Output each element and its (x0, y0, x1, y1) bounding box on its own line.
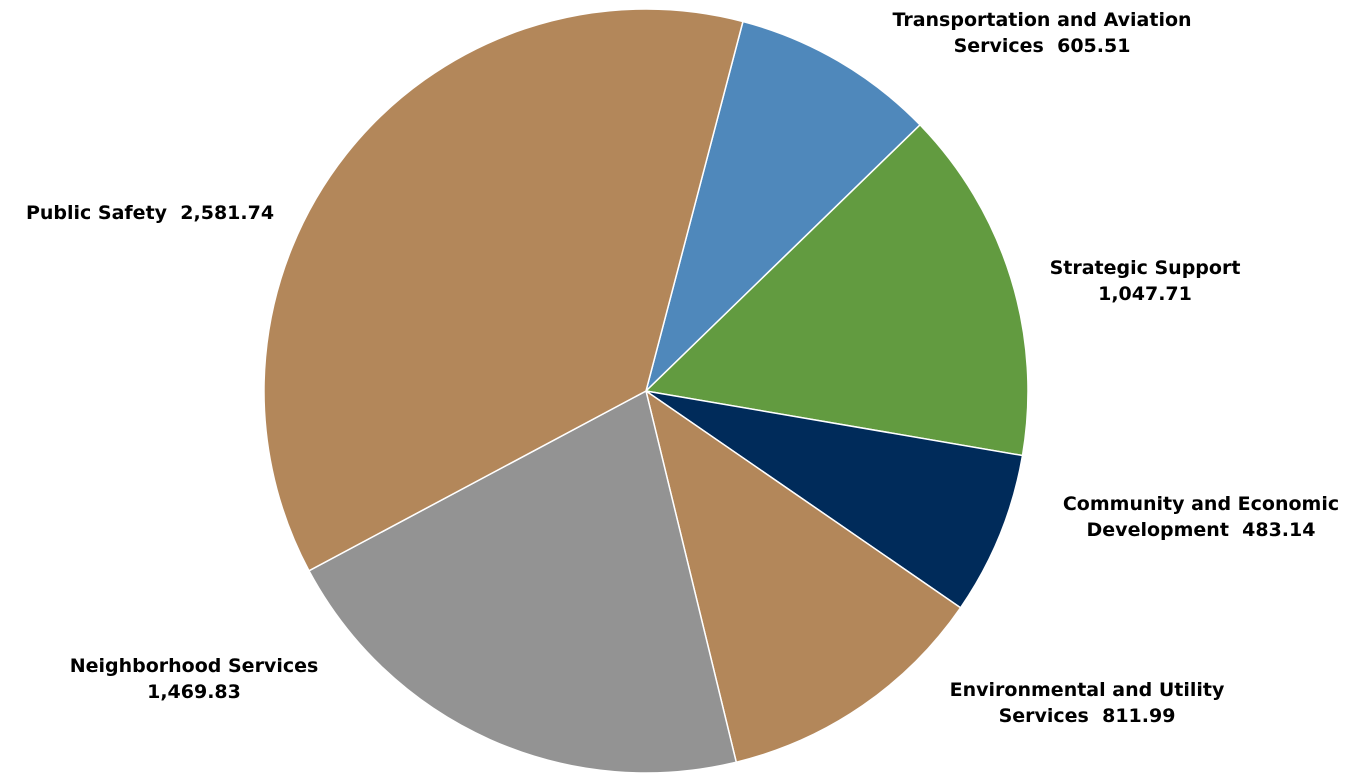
label-line2: Development 483.14 (1086, 519, 1316, 541)
pie-slice-environmental-and-utility (644, 389, 962, 764)
label-line2: Services 605.51 (953, 35, 1131, 57)
label-line1: Strategic Support (1049, 257, 1241, 279)
value-community: 483.14 (1242, 519, 1316, 541)
value-neighborhood: 1,469.83 (147, 681, 241, 703)
value-transportation: 605.51 (1057, 35, 1131, 57)
label-public-safety: Public Safety 2,581.74 (26, 200, 274, 226)
label-environmental-utility: Environmental and Utility Services 811.9… (950, 677, 1225, 729)
pie-slice-neighborhood-services (307, 389, 738, 774)
label-line1: Community and Economic (1062, 493, 1340, 515)
label-line2: Services 811.99 (998, 705, 1176, 727)
label-line1: Public Safety 2,581.74 (25, 202, 275, 224)
label-line1: Neighborhood Services (69, 655, 319, 677)
pie-slice-transportation-and-aviation (644, 20, 922, 394)
label-community-economic: Community and Economic Development 483.1… (1063, 491, 1339, 543)
label-transportation-aviation: Transportation and Aviation Services 605… (892, 7, 1191, 59)
pie-slice-public-safety (263, 8, 744, 572)
label-strategic-support: Strategic Support 1,047.71 (1050, 255, 1241, 307)
label-neighborhood-services: Neighborhood Services 1,469.83 (70, 653, 319, 705)
label-line1: Transportation and Aviation (892, 9, 1192, 31)
label-line1: Environmental and Utility (949, 679, 1225, 701)
pie-slice-strategic-support (644, 123, 1029, 457)
value-public-safety: 2,581.74 (180, 202, 275, 224)
pie-slice-community-and-economic (645, 390, 1024, 609)
value-environmental: 811.99 (1102, 705, 1176, 727)
value-strategic-support: 1,047.71 (1098, 283, 1192, 305)
